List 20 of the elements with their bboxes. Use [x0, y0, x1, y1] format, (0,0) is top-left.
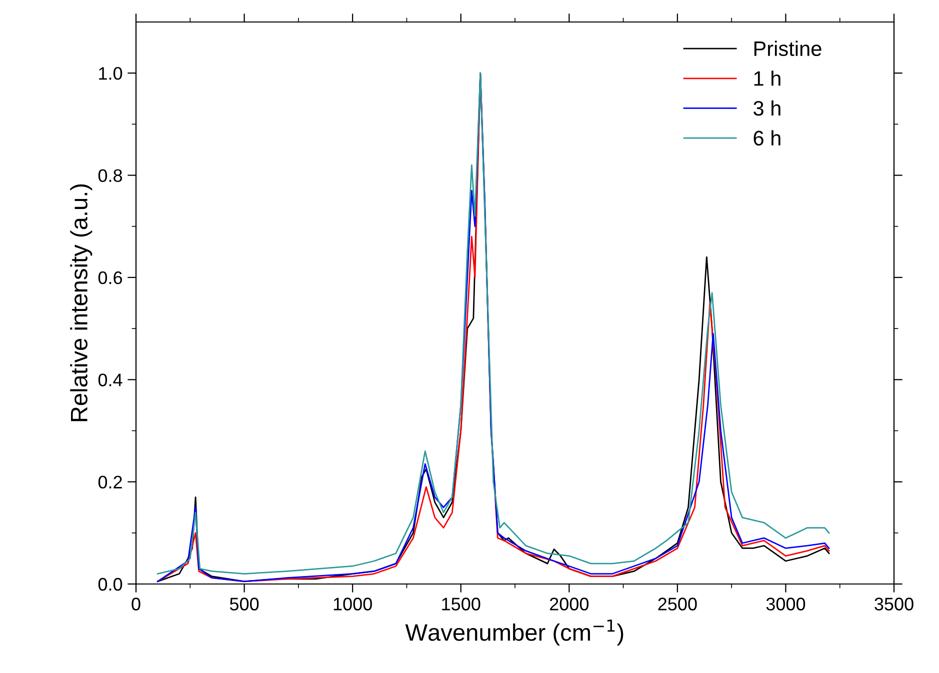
x-tick-label: 3000	[766, 598, 806, 610]
legend-label: 1 h	[754, 70, 780, 86]
x-tick-label: 500	[230, 598, 259, 610]
y-tick-label: 0.2	[98, 476, 122, 489]
y-tick-label: 0.6	[98, 271, 122, 284]
x-tick-label: 1000	[334, 598, 372, 610]
legend-label: 3 h	[754, 100, 780, 116]
x-axis-title: Wavenumber (cm$^{−1}$)	[405, 620, 624, 646]
legend-label: Pristine	[754, 40, 822, 56]
y-tick-label: 1.0	[99, 67, 122, 80]
x-tick-label: 0	[132, 598, 140, 610]
x-tick-label: 2000	[550, 598, 589, 610]
legend-label: 6 h	[754, 130, 780, 146]
y-axis-title: Relative intensity (a.u.)	[70, 184, 92, 422]
x-tick-label: 1500	[442, 598, 480, 610]
x-tick-label: 2500	[658, 598, 697, 610]
y-tick-label: 0.8	[98, 169, 122, 182]
y-tick-label: 0.4	[98, 374, 122, 386]
y-tick-label: 0.0	[98, 578, 122, 591]
x-tick-label: 3500	[874, 598, 914, 610]
